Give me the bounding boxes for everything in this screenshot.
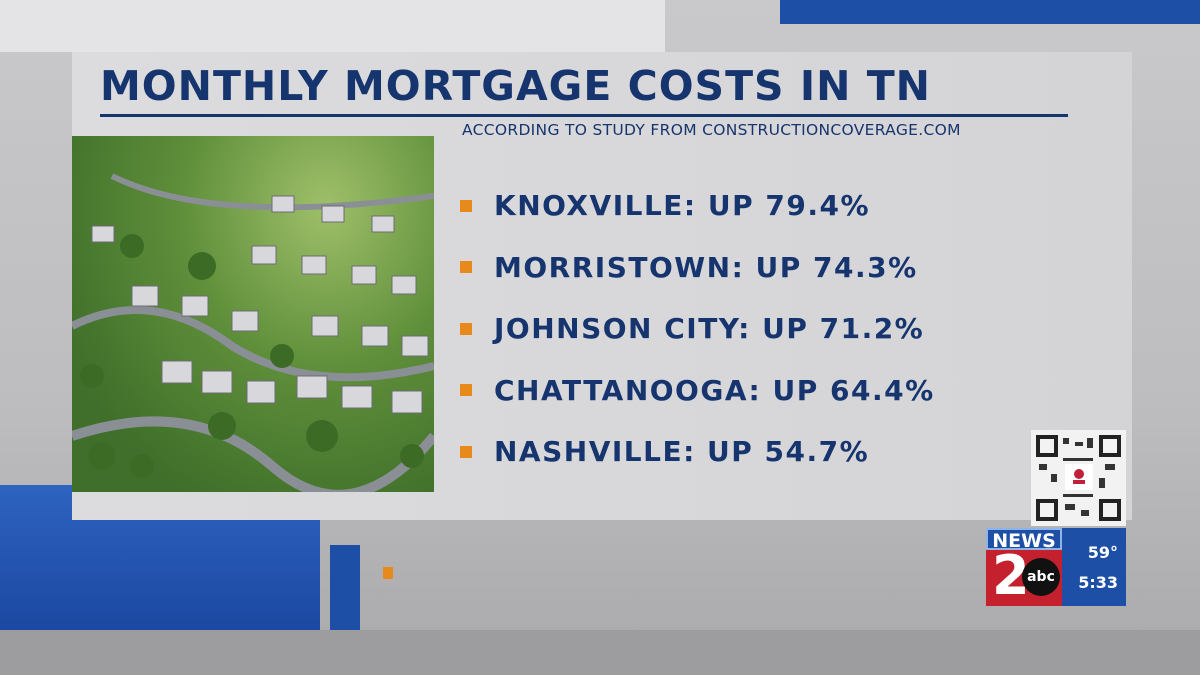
list-item: MORRISTOWN: UP 74.3%	[460, 237, 935, 299]
bullet-square-icon	[460, 384, 472, 397]
graphic-title: MONTHLY MORTGAGE COSTS IN TN	[100, 62, 931, 110]
bg-gray-bottom	[0, 630, 1200, 675]
graphic-subtitle: ACCORDING TO STUDY FROM CONSTRUCTIONCOVE…	[462, 121, 961, 139]
bg-blue-strip	[330, 545, 360, 630]
bg-blue-bar-top	[780, 0, 1200, 24]
bullet-square-icon	[460, 261, 472, 274]
list-item: KNOXVILLE: UP 79.4%	[460, 175, 935, 237]
bg-orange-mark	[383, 567, 393, 579]
bullet-square-icon	[460, 445, 472, 458]
list-item: CHATTANOOGA: UP 64.4%	[460, 360, 935, 422]
bullet-square-icon	[460, 199, 472, 212]
news2-abc-logo: NEWS 2 abc	[986, 528, 1062, 606]
bg-white-block	[0, 0, 665, 52]
clock-time: 5:33	[1078, 573, 1118, 592]
city-list: KNOXVILLE: UP 79.4% MORRISTOWN: UP 74.3%…	[460, 175, 935, 483]
title-divider	[100, 114, 1068, 117]
list-item: JOHNSON CITY: UP 71.2%	[460, 298, 935, 360]
list-item: NASHVILLE: UP 54.7%	[460, 421, 935, 483]
bullet-square-icon	[460, 322, 472, 335]
weather-time-box: 59° 5:33	[1062, 528, 1126, 606]
neighborhood-aerial-photo	[72, 136, 434, 492]
qr-code-icon[interactable]	[1031, 430, 1126, 526]
temperature: 59°	[1087, 543, 1118, 562]
